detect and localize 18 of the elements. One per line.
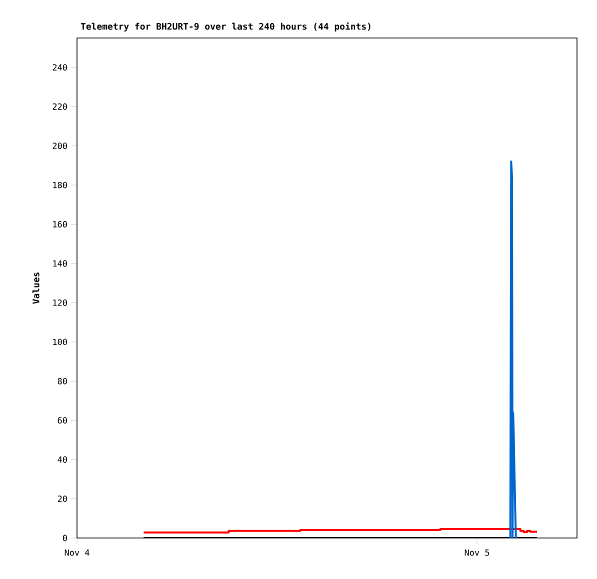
y-tick-label: 160 (53, 221, 67, 228)
y-tick-label: 60 (58, 417, 67, 424)
y-tick-label: 100 (53, 338, 67, 346)
y-tick-label: 220 (52, 103, 67, 110)
y-tick-label: 240 (52, 64, 67, 71)
line-series (509, 160, 517, 538)
y-tick-label: 200 (52, 142, 67, 150)
chart-title: Telemetry for BH2URT-9 over last 240 hours (44 points) (80, 22, 370, 32)
y-tick-label: 120 (53, 299, 67, 306)
y-tick-label: 80 (58, 378, 67, 384)
y-axis-title: Values (32, 272, 40, 304)
y-tick-label: 0 (62, 534, 67, 542)
x-tick-label: Nov 5 (464, 550, 490, 556)
x-tick-label: Nov 4 (64, 550, 90, 556)
y-tick-label: 140 (53, 260, 67, 267)
y-tick-label: 40 (58, 456, 67, 463)
y-tick-label: 20 (58, 496, 67, 502)
y-tick-label: 180 (53, 182, 67, 188)
